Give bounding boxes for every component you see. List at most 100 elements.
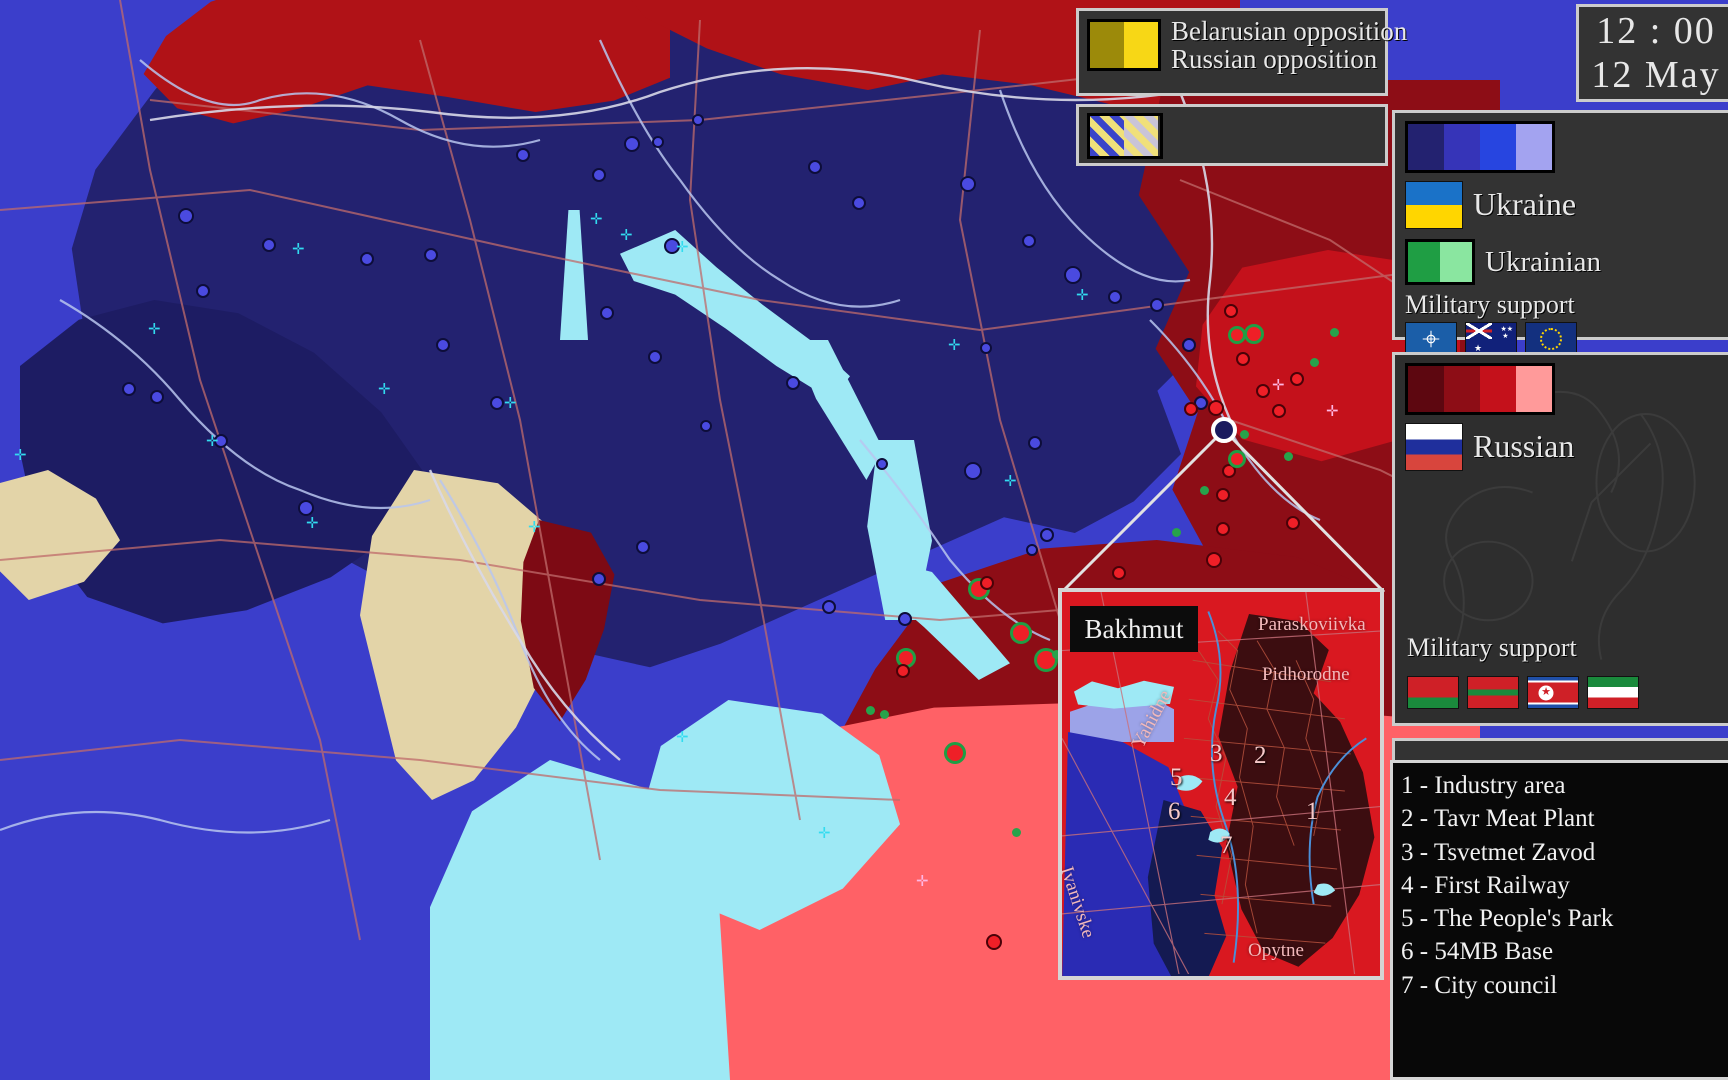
russia-support-label: Military support (1407, 632, 1577, 662)
city-dot[interactable] (1064, 266, 1082, 284)
russian-unit-dot[interactable] (1236, 352, 1250, 366)
ukrainian-force-dot[interactable] (1240, 430, 1249, 439)
city-dot[interactable] (898, 612, 912, 626)
russian-unit-dot[interactable] (1272, 404, 1286, 418)
city-dot[interactable] (852, 196, 866, 210)
city-dot[interactable] (600, 306, 614, 320)
city-dot[interactable] (1028, 436, 1042, 450)
russia-shade-3 (1480, 366, 1516, 412)
ukrainian-force-dot[interactable] (1310, 358, 1319, 367)
ukrainian-force-dot[interactable] (1200, 486, 1209, 495)
contested-unit-dot[interactable] (1244, 324, 1264, 344)
ukrainian-force-dot[interactable] (1052, 650, 1061, 659)
ukrainian-force-dot[interactable] (1284, 452, 1293, 461)
city-dot[interactable] (964, 462, 982, 480)
city-dot[interactable] (214, 434, 228, 448)
airbase-icon: ✛ (292, 240, 305, 258)
russian-unit-dot[interactable] (1216, 522, 1230, 536)
russian-unit-dot[interactable] (1216, 488, 1230, 502)
city-dot[interactable] (652, 136, 664, 148)
russian-opposition-label: Russian opposition (1171, 44, 1378, 75)
city-dot[interactable] (150, 390, 164, 404)
city-dot[interactable] (262, 238, 276, 252)
transnistria-flag-icon[interactable] (1467, 676, 1519, 709)
city-dot[interactable] (1108, 290, 1122, 304)
city-dot[interactable] (1026, 544, 1038, 556)
town-label-pidhorodne: Pidhorodne (1262, 664, 1350, 685)
contested-unit-dot[interactable] (1010, 622, 1032, 644)
city-dot[interactable] (490, 396, 504, 410)
ukrainian-force-dot[interactable] (880, 710, 889, 719)
russian-unit-dot[interactable] (896, 664, 910, 678)
russian-unit-dot[interactable] (1208, 400, 1224, 416)
poi-index-item-6: 6 - 54MB Base (1401, 938, 1554, 966)
city-dot[interactable] (648, 350, 662, 364)
city-dot[interactable] (436, 338, 450, 352)
city-dot[interactable] (1150, 298, 1164, 312)
north-korea-flag-icon[interactable] (1527, 676, 1579, 709)
iran-flag-icon[interactable] (1587, 676, 1639, 709)
bakhmut-inset-map[interactable]: Bakhmut Paraskoviivka Pidhorodne Yahidne… (1058, 588, 1384, 980)
city-dot[interactable] (624, 136, 640, 152)
ukrainian-force-dot[interactable] (866, 706, 875, 715)
city-dot[interactable] (960, 176, 976, 192)
city-dot[interactable] (592, 572, 606, 586)
european-union-flag-icon[interactable] (1525, 322, 1577, 356)
contested-unit-dot[interactable] (1228, 450, 1246, 468)
ukraine-shade-2 (1444, 124, 1480, 170)
russian-unit-dot[interactable] (1286, 516, 1300, 530)
russian-airbase-icon: ✛ (1272, 376, 1285, 394)
ukrainian-force-dot[interactable] (1330, 328, 1339, 337)
russian-unit-dot[interactable] (980, 576, 994, 590)
city-dot[interactable] (516, 148, 530, 162)
belarus-flag-icon[interactable] (1407, 676, 1459, 709)
russian-unit-dot[interactable] (1256, 384, 1270, 398)
city-dot[interactable] (700, 420, 712, 432)
airbase-icon: ✛ (378, 380, 391, 398)
city-dot[interactable] (298, 500, 314, 516)
contested-unit-dot[interactable] (944, 742, 966, 764)
city-dot[interactable] (178, 208, 194, 224)
city-dot[interactable] (196, 284, 210, 298)
city-dot[interactable] (1022, 234, 1036, 248)
contested-legend-panel (1076, 104, 1388, 166)
city-dot[interactable] (876, 458, 888, 470)
city-dot[interactable] (1182, 338, 1196, 352)
city-dot[interactable] (664, 238, 680, 254)
city-dot[interactable] (424, 248, 438, 262)
russian-unit-dot[interactable] (986, 934, 1002, 950)
belarusian-opposition-label: Belarusian opposition (1171, 16, 1408, 46)
ukrainian-forces-swatch-dark (1408, 242, 1440, 282)
city-dot[interactable] (122, 382, 136, 396)
russian-unit-dot[interactable] (1224, 304, 1238, 318)
russian-unit-dot[interactable] (1290, 372, 1304, 386)
airbase-icon: ✛ (1004, 472, 1017, 490)
ukrainian-force-dot[interactable] (1172, 528, 1181, 537)
russia-title-row: Russian (1405, 423, 1724, 471)
russia-legend-panel: Russian Military support (1392, 352, 1728, 726)
city-dot[interactable] (636, 540, 650, 554)
russian-unit-dot[interactable] (1206, 552, 1222, 568)
australia-flag-icon[interactable]: ★★ ★ ★ (1465, 322, 1517, 356)
poi-index-item-1: 1 - Industry area (1401, 772, 1566, 799)
city-dot[interactable] (692, 114, 704, 126)
city-dot[interactable] (592, 168, 606, 182)
city-dot[interactable] (808, 160, 822, 174)
poi-number-1: 1 (1306, 798, 1319, 825)
neutral-contested-swatch (1124, 116, 1158, 156)
ukraine-contested-swatch (1090, 116, 1124, 156)
ukraine-support-label: Military support (1405, 290, 1575, 319)
city-dot[interactable] (360, 252, 374, 266)
russian-unit-dot[interactable] (1184, 402, 1198, 416)
city-dot[interactable] (980, 342, 992, 354)
russia-shade-2 (1444, 366, 1480, 412)
city-dot[interactable] (822, 600, 836, 614)
russian-unit-dot[interactable] (1112, 566, 1126, 580)
city-dot[interactable] (1040, 528, 1054, 542)
union-jack-icon (1466, 323, 1492, 340)
opposition-legend-panel: Belarusian opposition Russian opposition (1076, 8, 1407, 96)
southern-cross-icon: ★★ ★ (1500, 325, 1513, 341)
city-dot[interactable] (786, 376, 800, 390)
nato-flag-icon[interactable] (1405, 322, 1457, 356)
ukrainian-force-dot[interactable] (1012, 828, 1021, 837)
